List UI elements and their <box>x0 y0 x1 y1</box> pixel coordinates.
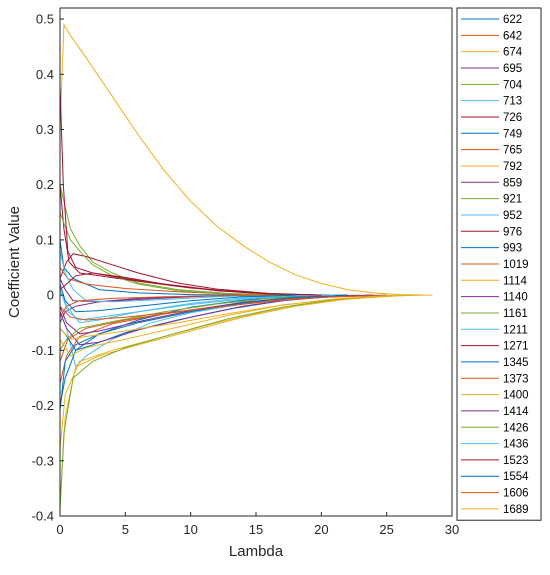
y-tick-label: -0.2 <box>32 398 54 413</box>
series-line-1554 <box>59 283 296 313</box>
legend-label-952: 952 <box>503 210 522 222</box>
series-line-1211 <box>59 250 270 303</box>
plot-lines <box>59 22 433 511</box>
legend-label-859: 859 <box>503 177 522 189</box>
legend-label-1523: 1523 <box>503 455 529 467</box>
y-axis-label: Coefficient Value <box>6 206 23 318</box>
legend-label-1436: 1436 <box>503 439 529 451</box>
series-line-993 <box>59 294 348 412</box>
legend-label-1161: 1161 <box>503 308 528 320</box>
x-tick-label: 20 <box>314 522 328 537</box>
legend-label-1426: 1426 <box>503 422 529 434</box>
legend-label-704: 704 <box>503 79 523 91</box>
legend-label-695: 695 <box>503 63 522 75</box>
plot-frame <box>59 7 453 517</box>
series-line-976 <box>59 184 335 296</box>
x-axis-label: Lambda <box>229 543 284 560</box>
y-tick-label: 0.3 <box>36 122 54 137</box>
series-line-1523 <box>59 85 322 296</box>
legend-label-726: 726 <box>503 112 522 124</box>
y-tick-label: 0 <box>47 288 54 303</box>
legend-label-1114: 1114 <box>503 275 527 287</box>
legend-label-792: 792 <box>503 161 522 173</box>
legend-label-993: 993 <box>503 243 522 255</box>
legend-label-622: 622 <box>503 14 522 26</box>
x-tick-label: 5 <box>122 522 129 537</box>
series-line-1689 <box>59 294 413 340</box>
legend-label-1211: 1211 <box>503 324 528 336</box>
y-tick-label: 0.2 <box>36 177 54 192</box>
legend-label-1019: 1019 <box>503 259 529 271</box>
legend-label-1373: 1373 <box>503 373 529 385</box>
legend-label-1400: 1400 <box>503 390 529 402</box>
series-line-674 <box>59 22 433 296</box>
legend-label-1271: 1271 <box>503 341 529 353</box>
x-tick-label: 25 <box>379 522 393 537</box>
legend-label-921: 921 <box>503 194 522 206</box>
y-tick-label: -0.4 <box>32 509 54 524</box>
legend-label-749: 749 <box>503 128 522 140</box>
series-line-765 <box>59 294 374 362</box>
legend-label-976: 976 <box>503 226 522 238</box>
series-line-1414 <box>59 294 374 346</box>
x-tick-label: 10 <box>183 522 197 537</box>
legend-label-1345: 1345 <box>503 357 529 369</box>
x-tick-label: 15 <box>249 522 263 537</box>
y-tick-label: -0.3 <box>32 453 54 468</box>
legend-label-674: 674 <box>503 47 523 59</box>
legend-label-1140: 1140 <box>503 292 528 304</box>
series-line-1373 <box>59 294 270 318</box>
legend: 622 642 674 695 704 713 726 749 765 792 859 921 952 9… <box>456 7 542 521</box>
legend-label-1689: 1689 <box>503 504 529 516</box>
y-axis: -0.4 -0.3 -0.2 -0.1 0 0.1 0.2 0.3 0.4 0.5 <box>32 12 64 524</box>
series-line-952 <box>59 283 296 324</box>
series-line-1436 <box>59 289 335 321</box>
series-line-1606 <box>59 294 387 321</box>
series-line-704 <box>59 184 348 296</box>
legend-label-1606: 1606 <box>503 488 529 500</box>
series-line-1140 <box>59 278 243 303</box>
y-tick-label: 0.5 <box>36 12 54 27</box>
legend-label-642: 642 <box>503 30 522 42</box>
x-tick-label: 0 <box>56 522 63 537</box>
series-line-1161 <box>59 212 283 296</box>
legend-label-1554: 1554 <box>503 471 529 483</box>
series-line-1400 <box>59 294 426 506</box>
y-tick-label: 0.1 <box>36 232 54 247</box>
legend-label-765: 765 <box>503 145 522 157</box>
series-line-726 <box>59 253 322 296</box>
legend-label-1414: 1414 <box>503 406 529 418</box>
legend-label-713: 713 <box>503 96 522 108</box>
x-tick-label: 30 <box>445 522 459 537</box>
y-tick-label: 0.4 <box>36 67 54 82</box>
y-tick-label: -0.1 <box>32 343 54 358</box>
x-axis: 0 5 10 15 20 25 30 <box>56 512 459 537</box>
